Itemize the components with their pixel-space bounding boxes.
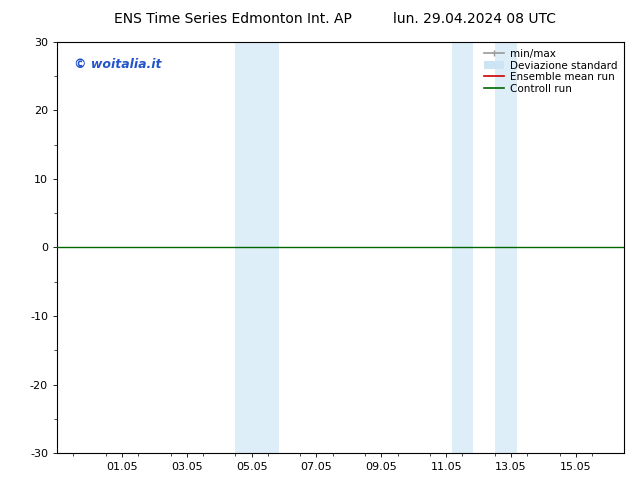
Text: ENS Time Series Edmonton Int. AP: ENS Time Series Edmonton Int. AP (114, 12, 352, 26)
Text: © woitalia.it: © woitalia.it (74, 58, 162, 71)
Bar (235, 42, 257, 453)
Bar (451, 42, 473, 453)
Bar (495, 42, 517, 453)
Legend: min/max, Deviazione standard, Ensemble mean run, Controll run: min/max, Deviazione standard, Ensemble m… (482, 47, 619, 96)
Text: lun. 29.04.2024 08 UTC: lun. 29.04.2024 08 UTC (393, 12, 556, 26)
Bar (257, 42, 278, 453)
